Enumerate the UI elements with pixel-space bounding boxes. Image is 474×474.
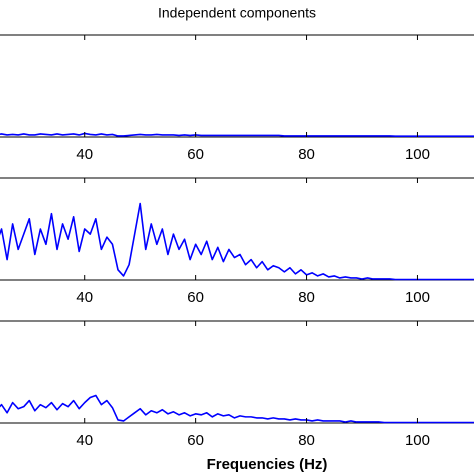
x-tick-label: 100 xyxy=(405,432,430,449)
x-tick-label: 80 xyxy=(298,289,315,306)
x-tick-label: 80 xyxy=(298,146,315,163)
x-tick-label: 60 xyxy=(187,146,204,163)
axes-box xyxy=(0,320,474,424)
x-tick-label: 40 xyxy=(76,432,93,449)
x-tick-label: 100 xyxy=(405,146,430,163)
x-axis-label: Frequencies (Hz) xyxy=(207,456,328,473)
axes-box xyxy=(0,34,474,138)
spectrum-line xyxy=(0,202,474,281)
x-tick-label: 60 xyxy=(187,432,204,449)
spectrum-line xyxy=(0,132,474,137)
spectrum-line xyxy=(0,394,474,424)
x-tick-label: 60 xyxy=(187,289,204,306)
x-tick-label: 40 xyxy=(76,289,93,306)
x-tick-label: 100 xyxy=(405,289,430,306)
x-tick-label: 40 xyxy=(76,146,93,163)
x-tick-label: 80 xyxy=(298,432,315,449)
chart-title: Independent components xyxy=(158,5,316,21)
axes-box xyxy=(0,177,474,281)
